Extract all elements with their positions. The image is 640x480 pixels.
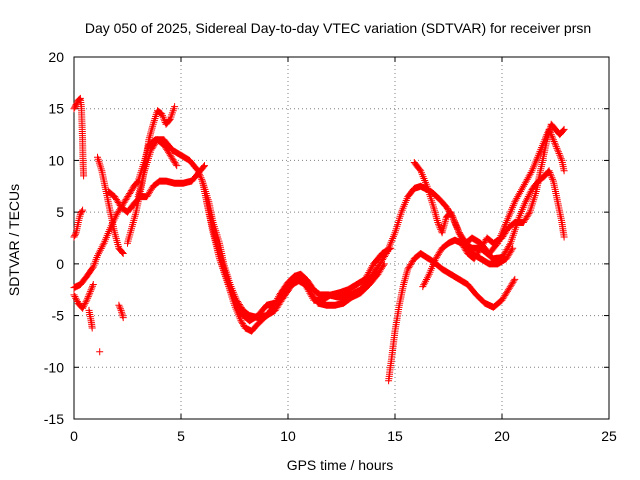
x-tick-label: 15 [387, 428, 403, 444]
y-tick-label: 5 [56, 204, 64, 220]
series-track-13 [203, 198, 395, 325]
x-tick-label: 10 [280, 428, 296, 444]
series-track-9 [104, 162, 208, 216]
data-points-track-2 [70, 94, 88, 180]
series-track-7 [115, 301, 127, 322]
y-tick-label: 20 [48, 49, 64, 65]
data-points-track-13 [203, 198, 395, 325]
data-layer [70, 94, 568, 385]
series-track-17 [455, 125, 568, 257]
chart-title: Day 050 of 2025, Sidereal Day-to-day VTE… [85, 20, 591, 36]
data-points-track-4 [70, 281, 97, 312]
series-track-11 [134, 136, 181, 201]
data-points-track-14 [385, 250, 519, 385]
x-tick-label: 5 [177, 428, 185, 444]
x-axis-label: GPS time / hours [287, 457, 394, 473]
data-points-track-1 [70, 206, 87, 241]
data-points-track-5 [85, 306, 96, 332]
y-tick-label: 0 [56, 256, 64, 272]
x-tick-label: 25 [601, 428, 617, 444]
data-points-track-10 [124, 103, 179, 247]
series-track-6 [96, 348, 104, 356]
y-tick-label: -10 [44, 359, 64, 375]
series-track-15 [410, 159, 517, 268]
y-axis-label: SDTVAR / TECUs [6, 184, 22, 296]
data-points-track-9 [104, 162, 208, 216]
data-points-track-11 [134, 136, 181, 201]
y-tick-label: 15 [48, 101, 64, 117]
y-tick-label: -5 [52, 308, 65, 324]
y-tick-label: 10 [48, 152, 64, 168]
series-track-1 [70, 206, 87, 241]
data-points-track-12 [198, 177, 388, 335]
x-tick-label: 20 [494, 428, 510, 444]
series-track-4 [70, 281, 97, 312]
series-track-12 [198, 177, 388, 335]
series-track-14 [385, 250, 519, 385]
series-track-5 [85, 306, 96, 332]
data-points-track-6 [96, 348, 104, 356]
y-tick-label: -15 [44, 411, 64, 427]
data-points-track-17 [455, 125, 568, 257]
data-points-track-15 [410, 159, 517, 268]
axis-ticks: 0 5 10 15 20 25 -15 -10 -5 0 5 10 15 20 [44, 49, 617, 444]
x-tick-label: 0 [70, 428, 78, 444]
series-track-2 [70, 94, 88, 180]
data-points-track-7 [115, 301, 127, 322]
series-track-10 [124, 103, 179, 247]
